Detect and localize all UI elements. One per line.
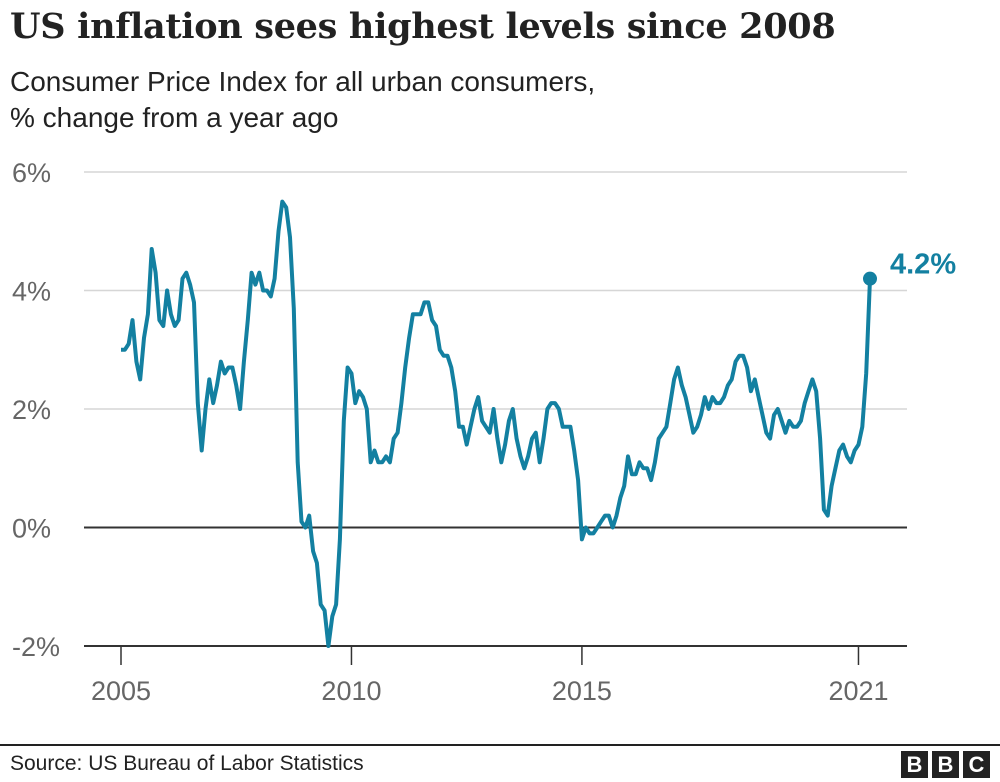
y-tick-label: 0% [12, 514, 51, 544]
subtitle-line-2: % change from a year ago [10, 102, 339, 133]
gridlines [84, 171, 907, 647]
bbc-logo: B B C [901, 751, 990, 778]
y-axis: 6% 4% 2% 0% -2% [12, 158, 60, 662]
x-tick-label: 2015 [552, 676, 612, 706]
y-tick-label: 6% [12, 158, 51, 188]
footer-divider [0, 744, 1000, 746]
logo-letter: C [963, 751, 990, 778]
line-chart: 6% 4% 2% 0% -2% 2005 2010 2015 2021 4.2% [12, 158, 956, 706]
source-note: Source: US Bureau of Labor Statistics [10, 752, 364, 775]
chart-subtitle: Consumer Price Index for all urban consu… [10, 64, 595, 136]
logo-letter: B [932, 751, 959, 778]
y-tick-label: 2% [12, 395, 51, 425]
series-group: 4.2% [121, 199, 956, 648]
latest-value-label: 4.2% [890, 249, 956, 281]
chart-title: US inflation sees highest levels since 2… [10, 6, 836, 47]
x-axis: 2005 2010 2015 2021 [91, 646, 889, 706]
logo-letter: B [901, 751, 928, 778]
x-tick-label: 2010 [321, 676, 381, 706]
y-tick-label: -2% [12, 632, 60, 662]
y-tick-label: 4% [12, 277, 51, 307]
x-tick-label: 2005 [91, 676, 151, 706]
subtitle-line-1: Consumer Price Index for all urban consu… [10, 66, 596, 97]
latest-point-marker [863, 271, 877, 286]
cpi-series-line [121, 199, 872, 648]
x-tick-label: 2021 [828, 676, 888, 706]
